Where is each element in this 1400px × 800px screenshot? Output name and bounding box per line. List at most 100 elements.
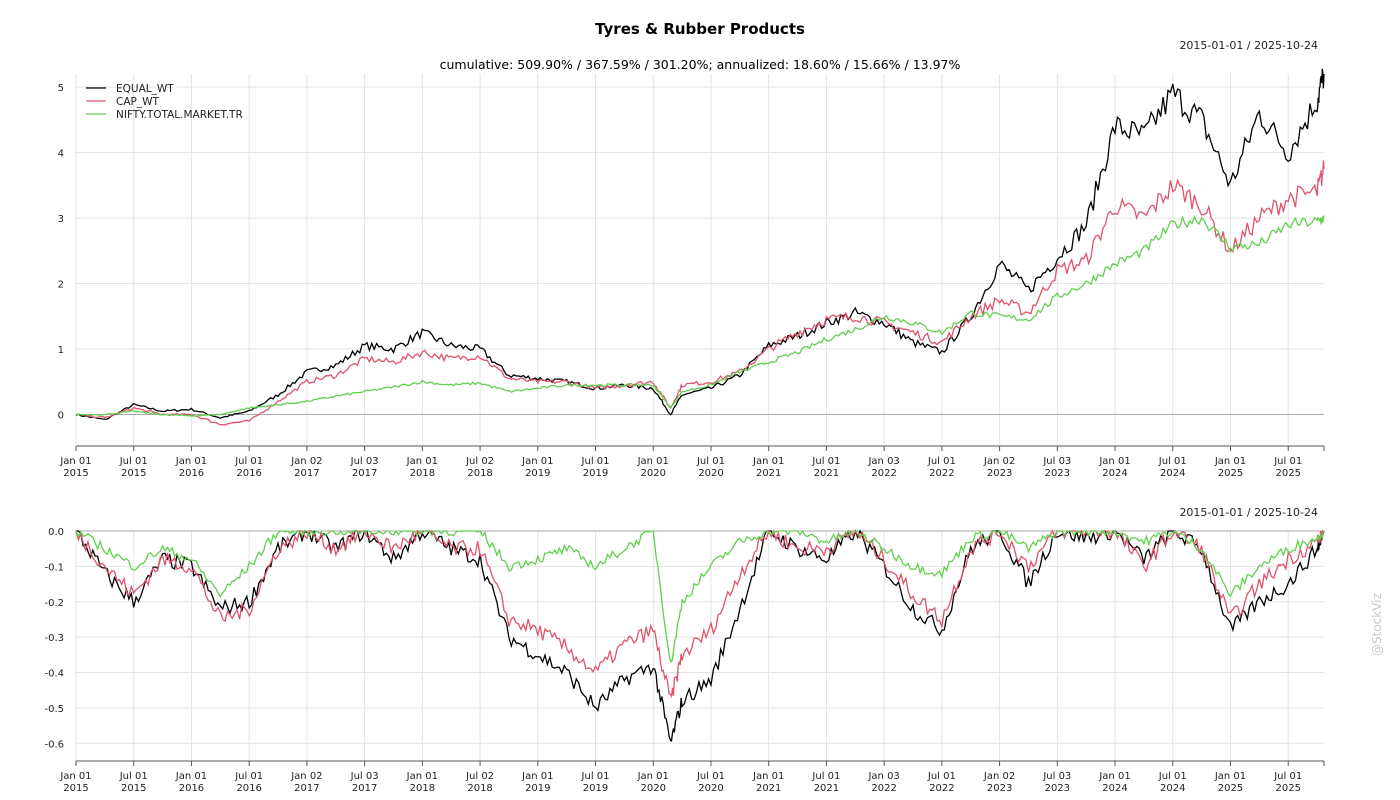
x-tick-year: 2019: [525, 468, 550, 479]
x-tick-label: Jul 01: [1158, 456, 1187, 467]
series-line: [75, 529, 1325, 699]
legend-label: EQUAL_WT: [116, 83, 174, 95]
x-tick-year: 2017: [352, 468, 377, 479]
x-tick-label: Jan 01: [406, 771, 438, 782]
x-tick-year: 2024: [1160, 783, 1185, 794]
x-tick-year: 2018: [410, 468, 435, 479]
y-tick-label: -0.5: [44, 704, 64, 715]
x-tick-label: Jan 01: [59, 456, 91, 467]
x-tick-year: 2020: [641, 468, 666, 479]
x-tick-label: Jul 02: [465, 771, 494, 782]
y-tick-label: 0.0: [48, 527, 64, 538]
x-tick-label: Jan 01: [637, 456, 669, 467]
series-line: [76, 528, 1325, 742]
y-tick-label: -0.1: [44, 562, 64, 573]
x-tick-label: Jan 01: [1098, 771, 1130, 782]
x-tick-year: 2016: [179, 468, 204, 479]
x-tick-year: 2023: [987, 783, 1012, 794]
legend-label: NIFTY.TOTAL.MARKET.TR: [116, 109, 243, 121]
y-tick-label: 1: [58, 345, 64, 356]
x-tick-year: 2023: [1045, 468, 1070, 479]
series-line: [75, 68, 1325, 420]
x-tick-year: 2018: [467, 783, 492, 794]
x-tick-year: 2017: [294, 468, 319, 479]
series-line: [75, 529, 1325, 663]
x-tick-label: Jan 02: [983, 456, 1015, 467]
x-tick-year: 2022: [871, 783, 896, 794]
x-tick-year: 2018: [410, 783, 435, 794]
x-tick-year: 2015: [63, 783, 88, 794]
x-tick-label: Jul 01: [927, 456, 956, 467]
x-tick-year: 2025: [1275, 783, 1300, 794]
series-line: [75, 215, 1325, 417]
x-tick-label: Jan 01: [752, 771, 784, 782]
y-tick-label: -0.6: [44, 739, 64, 750]
x-tick-year: 2025: [1218, 783, 1243, 794]
x-tick-label: Jan 01: [1214, 771, 1246, 782]
series-line: [75, 160, 1325, 426]
x-tick-label: Jul 03: [1042, 771, 1071, 782]
x-tick-label: Jan 01: [1098, 456, 1130, 467]
x-tick-label: Jul 01: [811, 456, 840, 467]
chart-subtitle: cumulative: 509.90% / 367.59% / 301.20%;…: [439, 57, 961, 72]
y-tick-label: 4: [58, 149, 64, 160]
x-tick-label: Jul 03: [1042, 456, 1071, 467]
x-tick-year: 2015: [121, 783, 146, 794]
x-tick-label: Jan 01: [175, 771, 207, 782]
x-tick-label: Jan 03: [867, 456, 899, 467]
x-tick-label: Jul 03: [350, 456, 379, 467]
x-tick-label: Jan 03: [867, 771, 899, 782]
x-tick-year: 2019: [583, 783, 608, 794]
x-tick-label: Jul 01: [1273, 771, 1302, 782]
y-tick-label: -0.4: [44, 669, 64, 680]
x-tick-year: 2016: [236, 468, 261, 479]
x-tick-label: Jan 01: [521, 456, 553, 467]
x-tick-year: 2022: [929, 468, 954, 479]
y-tick-label: 5: [58, 83, 64, 94]
top-date-range: 2015-01-01 / 2025-10-24: [1179, 39, 1318, 52]
x-tick-label: Jul 01: [234, 771, 263, 782]
x-tick-year: 2017: [294, 783, 319, 794]
x-tick-year: 2024: [1160, 468, 1185, 479]
x-tick-year: 2025: [1275, 468, 1300, 479]
x-tick-year: 2016: [236, 783, 261, 794]
x-tick-year: 2022: [929, 783, 954, 794]
x-tick-year: 2015: [63, 468, 88, 479]
x-tick-year: 2021: [756, 783, 781, 794]
x-tick-label: Jul 03: [350, 771, 379, 782]
x-tick-label: Jul 01: [696, 456, 725, 467]
y-tick-label: 2: [58, 280, 64, 291]
x-tick-label: Jul 01: [811, 771, 840, 782]
x-tick-label: Jan 01: [59, 771, 91, 782]
x-tick-label: Jan 01: [1214, 456, 1246, 467]
x-tick-label: Jul 01: [119, 456, 148, 467]
y-tick-label: 0: [58, 411, 64, 422]
x-tick-label: Jul 01: [1158, 771, 1187, 782]
x-tick-label: Jul 01: [1273, 456, 1302, 467]
x-tick-label: Jul 01: [696, 771, 725, 782]
x-tick-label: Jul 01: [119, 771, 148, 782]
x-tick-label: Jul 01: [581, 456, 610, 467]
x-tick-year: 2017: [352, 783, 377, 794]
legend-label: CAP_WT: [116, 96, 159, 108]
x-tick-label: Jan 01: [175, 456, 207, 467]
x-tick-year: 2018: [467, 468, 492, 479]
x-tick-year: 2019: [525, 783, 550, 794]
x-tick-year: 2024: [1102, 468, 1127, 479]
y-tick-label: -0.3: [44, 633, 64, 644]
x-tick-year: 2022: [871, 468, 896, 479]
x-tick-label: Jul 02: [465, 456, 494, 467]
chart-title: Tyres & Rubber Products: [595, 20, 805, 38]
x-tick-label: Jan 01: [521, 771, 553, 782]
x-tick-label: Jan 02: [290, 771, 322, 782]
x-tick-label: Jan 01: [637, 771, 669, 782]
x-tick-year: 2015: [121, 468, 146, 479]
x-tick-year: 2024: [1102, 783, 1127, 794]
x-tick-label: Jan 01: [406, 456, 438, 467]
x-tick-year: 2016: [179, 783, 204, 794]
y-tick-label: 3: [58, 214, 64, 225]
x-tick-year: 2021: [814, 783, 839, 794]
x-tick-year: 2021: [756, 468, 781, 479]
x-tick-label: Jan 02: [290, 456, 322, 467]
